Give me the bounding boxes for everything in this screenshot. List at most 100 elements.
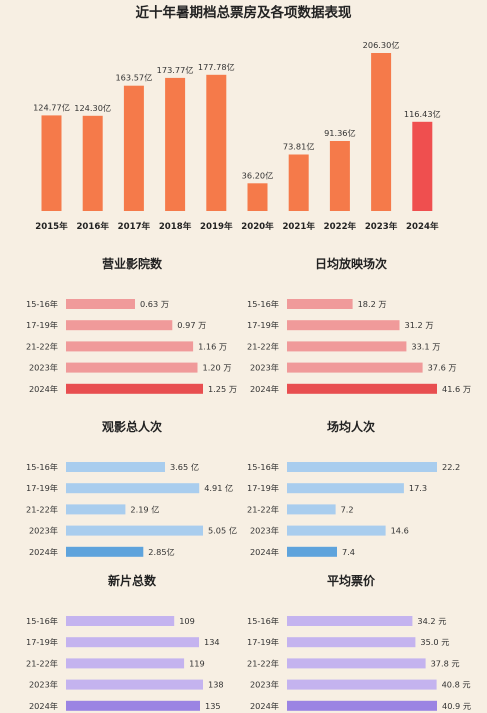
bar-2023年 <box>287 679 437 690</box>
value-label: 40.9 元 <box>442 701 471 711</box>
category-label: 15-16年 <box>26 462 58 472</box>
bar-2015年 <box>41 115 62 211</box>
bar-2017年 <box>123 85 144 211</box>
value-label: 37.6 万 <box>428 363 457 373</box>
bar-2024年 <box>66 383 203 394</box>
category-label: 2023年 <box>250 526 279 536</box>
bar-17-19年 <box>287 320 400 331</box>
bar-2023年 <box>287 525 386 536</box>
bar-2020年 <box>247 183 268 211</box>
value-label: 1.20 万 <box>203 363 232 373</box>
bar-2023年 <box>66 362 198 373</box>
bar-2024年 <box>412 121 433 211</box>
value-label: 135 <box>205 701 221 711</box>
category-label: 2023年 <box>29 363 58 373</box>
category-label: 21-22年 <box>26 341 58 351</box>
value-label: 124.77亿 <box>33 102 70 112</box>
value-label: 7.2 <box>341 504 354 514</box>
category-label: 21-22年 <box>26 658 58 668</box>
value-label: 2.19 亿 <box>130 504 159 514</box>
value-label: 177.78亿 <box>198 62 235 72</box>
value-label: 116.43亿 <box>404 109 441 119</box>
category-label: 2024年 <box>250 701 279 711</box>
panel-per_screening: 场均人次 15-16年 22.2 17-19年 17.3 21-22年 7.2 2023年 14… <box>247 419 460 557</box>
bar-21-22年 <box>66 341 194 352</box>
value-label: 31.2 万 <box>405 320 434 330</box>
category-label: 17-19年 <box>247 637 279 647</box>
value-label: 36.20亿 <box>242 170 274 180</box>
value-label: 17.3 <box>409 483 427 493</box>
value-label: 4.91 亿 <box>204 483 233 493</box>
bar-15-16年 <box>287 616 413 626</box>
bar-15-16年 <box>66 616 175 626</box>
category-label: 17-19年 <box>26 637 58 647</box>
category-label: 17-19年 <box>26 483 58 493</box>
category-label: 21-22年 <box>247 341 279 351</box>
year-label: 2024年 <box>406 220 439 232</box>
value-label: 35.0 元 <box>420 637 449 647</box>
panel-title: 平均票价 <box>327 573 376 588</box>
category-label: 2023年 <box>29 680 58 690</box>
panel-title: 营业影院数 <box>102 256 163 271</box>
year-label: 2020年 <box>241 220 274 232</box>
panel-new_films: 新片总数 15-16年 109 17-19年 134 21-22年 119 2023年 138 2… <box>26 573 224 711</box>
category-label: 17-19年 <box>247 483 279 493</box>
bar-2024年 <box>287 546 337 557</box>
category-label: 2024年 <box>29 701 58 711</box>
value-label: 173.77亿 <box>157 65 194 75</box>
value-label: 91.36亿 <box>324 128 356 138</box>
value-label: 3.65 亿 <box>170 462 199 472</box>
category-label: 15-16年 <box>26 299 58 309</box>
year-label: 2022年 <box>324 220 357 232</box>
value-label: 41.6 万 <box>442 384 471 394</box>
value-label: 14.6 <box>391 526 409 536</box>
main-title: 近十年暑期档总票房及各项数据表现 <box>136 4 352 21</box>
bar-2019年 <box>206 74 227 211</box>
value-label: 18.2 万 <box>358 299 387 309</box>
value-label: 5.05 亿 <box>208 526 237 536</box>
category-label: 15-16年 <box>26 616 58 626</box>
value-label: 109 <box>179 616 195 626</box>
bar-21-22年 <box>287 341 407 352</box>
value-label: 37.8 元 <box>431 658 460 668</box>
year-label: 2019年 <box>200 220 233 232</box>
bar-2016年 <box>82 115 103 211</box>
category-label: 2024年 <box>250 547 279 557</box>
category-label: 2024年 <box>29 384 58 394</box>
value-label: 134 <box>204 637 220 647</box>
year-label: 2018年 <box>159 220 192 232</box>
category-label: 2023年 <box>250 680 279 690</box>
value-label: 119 <box>189 658 205 668</box>
value-label: 0.97 万 <box>177 320 206 330</box>
bar-21-22年 <box>66 504 126 515</box>
value-label: 163.57亿 <box>115 73 152 83</box>
category-label: 21-22年 <box>247 658 279 668</box>
bar-17-19年 <box>66 483 200 494</box>
panel-title: 新片总数 <box>108 573 157 588</box>
panel-daily_screenings: 日均放映场次 15-16年 18.2 万 17-19年 31.2 万 21-22年 33.1… <box>247 256 471 394</box>
category-label: 21-22年 <box>26 504 58 514</box>
category-label: 21-22年 <box>247 504 279 514</box>
category-label: 2023年 <box>29 526 58 536</box>
value-label: 40.8 元 <box>442 680 471 690</box>
value-label: 1.16 万 <box>198 341 227 351</box>
bar-21-22年 <box>287 658 426 669</box>
bar-17-19年 <box>66 637 199 648</box>
year-label: 2017年 <box>118 220 151 232</box>
year-label: 2015年 <box>35 220 68 232</box>
bar-15-16年 <box>66 299 135 309</box>
value-label: 1.25 万 <box>208 384 237 394</box>
bar-2024年 <box>66 700 200 711</box>
category-label: 2023年 <box>250 363 279 373</box>
bar-2022年 <box>329 141 350 211</box>
category-label: 2024年 <box>29 547 58 557</box>
value-label: 7.4 <box>342 547 355 557</box>
bar-17-19年 <box>287 637 416 648</box>
year-label: 2016年 <box>76 220 109 232</box>
panel-cinemas: 营业影院数 15-16年 0.63 万 17-19年 0.97 万 21-22年 1.16 … <box>26 256 237 394</box>
category-label: 17-19年 <box>247 320 279 330</box>
bar-2024年 <box>66 546 144 557</box>
value-label: 124.30亿 <box>74 103 111 113</box>
bar-2023年 <box>66 525 203 536</box>
